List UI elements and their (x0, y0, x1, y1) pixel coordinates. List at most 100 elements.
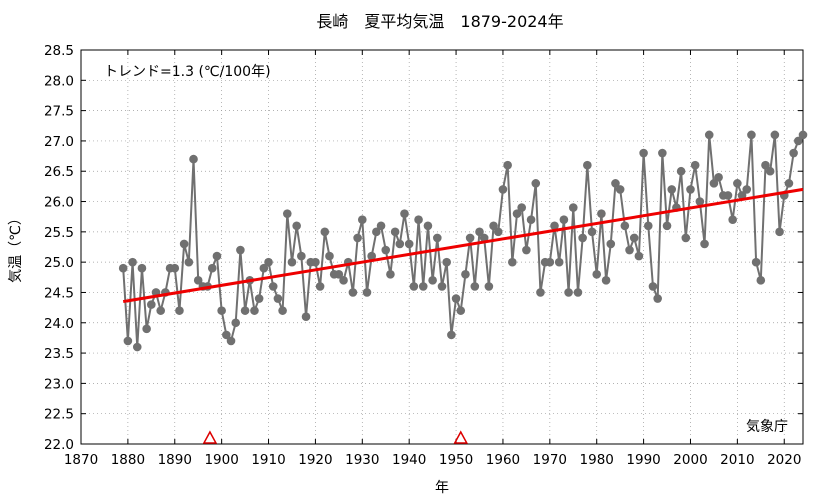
data-point (747, 130, 756, 140)
x-tick-label: 2020 (767, 452, 801, 468)
data-point (493, 227, 503, 237)
trend-annotation: トレンド=1.3 (℃/100年) (104, 64, 271, 80)
data-point (629, 233, 639, 243)
data-point (601, 276, 611, 285)
x-tick-label: 1900 (204, 452, 238, 468)
data-point (592, 269, 602, 279)
x-tick-label: 1940 (392, 452, 426, 468)
data-point (236, 245, 245, 255)
data-point (667, 185, 677, 194)
data-point (761, 160, 770, 170)
data-point (704, 130, 714, 140)
y-tick-label: 23.0 (44, 376, 74, 392)
data-point (418, 282, 428, 291)
data-point (226, 336, 236, 346)
data-point (789, 148, 798, 158)
data-point (320, 227, 330, 237)
y-tick-label: 28.5 (44, 43, 74, 59)
x-tick-label: 1870 (64, 452, 98, 468)
data-point (615, 185, 625, 194)
data-point (578, 233, 587, 243)
y-tick-label: 27.5 (44, 104, 74, 120)
data-point (189, 154, 198, 164)
data-point (348, 288, 358, 297)
data-point (564, 288, 573, 297)
y-tick-label: 25.5 (44, 225, 74, 241)
x-tick-label: 1890 (158, 452, 192, 468)
data-point (376, 221, 386, 231)
data-point (798, 130, 808, 140)
data-point (653, 294, 662, 303)
data-point (325, 251, 334, 261)
trend-layer (122, 187, 804, 304)
data-point (428, 276, 437, 285)
triangle-marker (453, 430, 469, 444)
y-tick-label: 26.0 (44, 195, 74, 211)
data-point (526, 215, 536, 225)
data-point (587, 227, 597, 237)
data-point (643, 221, 653, 231)
data-point (259, 263, 269, 273)
data-point (765, 166, 775, 176)
data-point (606, 239, 616, 249)
data-point (695, 197, 705, 206)
data-point (132, 342, 142, 352)
data-point (128, 257, 137, 267)
data-point (658, 148, 667, 158)
data-point (137, 263, 147, 273)
data-point (611, 179, 620, 188)
data-point (142, 324, 151, 334)
y-tick-label: 26.5 (44, 164, 74, 180)
data-point (461, 269, 470, 279)
data-point (184, 257, 194, 267)
data-point (700, 239, 709, 249)
data-point (620, 221, 630, 231)
data-point (634, 251, 644, 261)
trend-line (122, 187, 804, 304)
data-point (550, 221, 559, 231)
data-point (489, 221, 498, 231)
data-point (334, 269, 344, 279)
data-point (545, 257, 555, 267)
chart-title: 長崎 夏平均気温 1879-2024年 (316, 12, 563, 31)
data-point (728, 215, 737, 225)
x-tick-label: 2000 (673, 452, 707, 468)
data-point (756, 276, 766, 285)
x-tick-label: 1950 (439, 452, 473, 468)
data-point (709, 179, 719, 188)
series-layer (118, 130, 808, 352)
data-point (231, 318, 241, 328)
series-line (122, 134, 804, 348)
data-point (400, 209, 409, 218)
source-label: 気象庁 (746, 419, 788, 435)
data-point (479, 233, 489, 243)
data-point (395, 239, 405, 249)
axis-ticks: 22.0 22.5 23.0 23.5 24.0 24.5 25.0 25.5 26.0 26.5… (44, 43, 803, 468)
data-point (522, 245, 531, 255)
data-point (297, 251, 306, 261)
data-point (268, 282, 278, 291)
data-point (315, 282, 325, 291)
data-point (409, 282, 419, 291)
data-point (372, 227, 381, 237)
data-point (212, 251, 222, 261)
data-point (390, 227, 400, 237)
data-point (554, 257, 564, 267)
x-tick-label: 1920 (298, 452, 332, 468)
data-point (517, 203, 527, 212)
x-axis-label: 年 (435, 480, 449, 496)
data-point (536, 288, 545, 297)
data-point (714, 172, 723, 182)
data-point (573, 288, 583, 297)
data-point (273, 294, 283, 303)
data-point (179, 239, 189, 249)
data-point (118, 263, 128, 273)
data-point (784, 179, 794, 188)
x-tick-label: 1930 (345, 452, 379, 468)
data-point (175, 306, 184, 315)
data-point (508, 257, 517, 267)
data-point (217, 306, 226, 315)
data-point (301, 312, 311, 322)
data-point (484, 282, 494, 291)
